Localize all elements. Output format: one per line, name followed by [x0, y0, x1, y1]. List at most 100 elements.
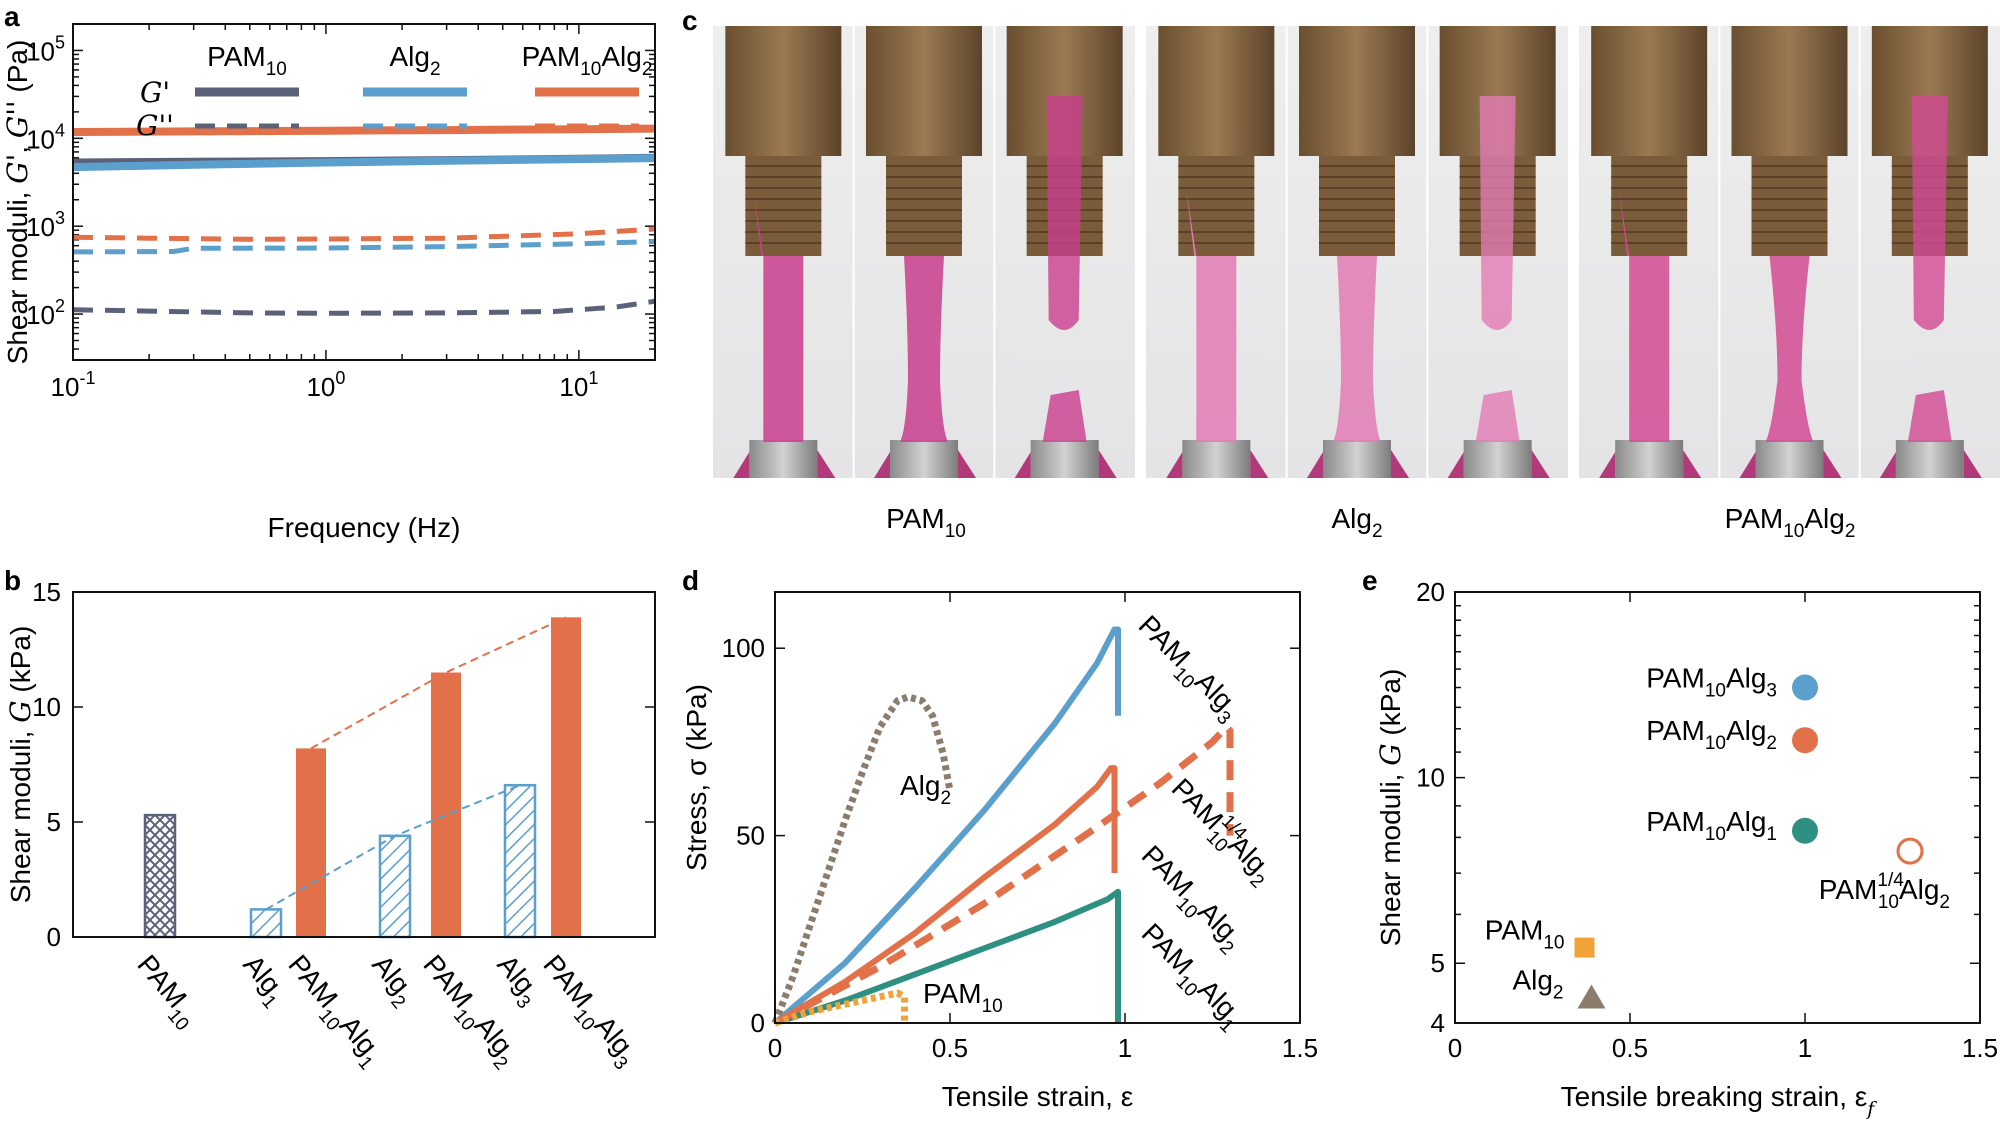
bar-3: [378, 834, 412, 939]
x-tick-label: 10-1: [51, 368, 96, 402]
x-tick-label: 0: [1448, 1033, 1462, 1063]
photo-frame: [1158, 26, 1275, 478]
panel-c-photographs: PAM10 Alg2 PAM10Alg2: [713, 26, 2000, 542]
y-tick-label: 104: [26, 120, 65, 154]
point-label-3: PAM1/4 10Alg2: [1819, 870, 1950, 913]
photo-frame: [852, 26, 982, 478]
y-tick-label: 10: [32, 692, 61, 722]
series-line-3: [73, 298, 655, 316]
y-tick-label: 0: [47, 922, 61, 952]
photo-frame: [1718, 26, 1848, 478]
photo-label-0: PAM10: [886, 503, 966, 542]
bar-4: [431, 672, 461, 937]
curve-label-4: Alg2: [900, 770, 951, 809]
panel-letter-b: b: [4, 565, 21, 596]
curve-label-3: PAM10Alg1: [1130, 917, 1250, 1037]
photo-frame: [1285, 26, 1415, 478]
legend-header-0: PAM10: [207, 41, 287, 80]
photo-frame: [725, 26, 842, 478]
x-tick-label: 0.5: [932, 1033, 968, 1063]
panel-letter-c: c: [682, 5, 698, 36]
y-axis-label: Shear moduli, G (kPa): [1374, 669, 1407, 947]
x-tick-label: 0.5: [1612, 1033, 1648, 1063]
curve-label-5: PAM10: [923, 978, 1003, 1017]
photo-label-1: Alg2: [1331, 503, 1382, 542]
x-tick-label: 1.5: [1962, 1033, 1998, 1063]
panel-e-scatter-chart: 0 0.5 1 1.5 4 5 10 20 Tensile breaking strain, ε…: [1374, 577, 1998, 1120]
x-tick-label: 100: [306, 368, 345, 402]
panel-d-axes-frame: [774, 591, 1301, 1024]
panel-letter-a: a: [4, 1, 20, 32]
y-axis-label: Shear moduli, G', G'' (Pa): [1, 40, 34, 365]
x-axis-label: Frequency (Hz): [268, 512, 461, 543]
category-label-3: Alg2: [360, 949, 423, 1013]
curve-4: [771, 693, 954, 1025]
photo-frame: [1858, 26, 1988, 478]
scatter-point-0: [1792, 674, 1818, 701]
category-label-0: PAM10: [125, 949, 206, 1035]
y-axis-label: Shear moduli, G (kPa): [4, 626, 37, 904]
scatter-point-3: [1896, 837, 1924, 865]
scatter-point-4: [1574, 937, 1595, 958]
photo-frame: [1426, 26, 1556, 478]
panel-a-rheology-chart: 10-1 100 101 102 103 104 105 Frequency (Hz) Shea…: [1, 23, 656, 543]
y-tick-label: 103: [26, 208, 65, 242]
curve-0: [773, 626, 1121, 1026]
y-tick-label: 20: [1416, 577, 1445, 607]
y-tick-label: 15: [32, 577, 61, 607]
y-tick-label: 5: [1431, 948, 1445, 978]
curve-1: [773, 765, 1118, 1026]
y-tick-label: 105: [26, 32, 65, 66]
bar-2: [296, 748, 326, 937]
x-axis-label: Tensile breaking strain, εf: [1561, 1081, 1878, 1120]
panel-e-axes-frame: [1454, 591, 1981, 1024]
point-label-0: PAM10Alg3: [1646, 663, 1777, 702]
panel-letter-e: e: [1362, 565, 1378, 596]
x-tick-label: 101: [559, 368, 598, 402]
x-tick-label: 0: [768, 1033, 782, 1063]
curve-5: [773, 989, 908, 1027]
bar-5: [503, 783, 537, 939]
series-line-1: [73, 154, 655, 172]
series-line-5: [73, 226, 655, 242]
bar-1: [249, 908, 283, 939]
y-tick-label: 4: [1431, 1008, 1445, 1038]
y-tick-label: 10: [1416, 763, 1445, 793]
y-tick-label: 5: [47, 807, 61, 837]
point-label-2: PAM10Alg1: [1646, 806, 1777, 845]
scatter-point-1: [1792, 727, 1818, 754]
category-label-1: Alg1: [231, 949, 294, 1013]
x-tick-label: 1: [1798, 1033, 1812, 1063]
bar-0: [143, 813, 177, 939]
scatter-point-2: [1792, 817, 1818, 844]
panel-a-axes-frame: [72, 23, 656, 361]
y-tick-label: 0: [751, 1008, 765, 1038]
y-tick-label: 100: [722, 633, 765, 663]
panel-letter-d: d: [682, 565, 699, 596]
panel-b-axes-frame: [72, 591, 656, 938]
series-line-2: [73, 124, 655, 136]
y-tick-label: 102: [26, 296, 65, 330]
x-tick-label: 1: [1118, 1033, 1132, 1063]
x-tick-label: 1.5: [1282, 1033, 1318, 1063]
curve-label-0: PAM10Alg3: [1127, 609, 1247, 729]
y-tick-label: 50: [736, 821, 765, 851]
point-label-4: PAM10: [1485, 915, 1565, 954]
series-line-4: [73, 239, 655, 255]
x-axis-label: Tensile strain, ε: [942, 1081, 1133, 1112]
y-axis-label: Stress, σ (kPa): [681, 684, 712, 871]
panel-d-stress-strain-chart: 0 0.5 1 1.5 0 50 100 Tensile strain, ε Stress, σ…: [681, 591, 1318, 1112]
photo-frame: [1591, 26, 1708, 478]
scatter-point-5: [1577, 984, 1606, 1009]
photo-frame: [993, 26, 1123, 478]
legend-header-1: Alg2: [389, 41, 440, 80]
point-label-5: Alg2: [1512, 964, 1563, 1003]
bar-6: [551, 617, 581, 937]
category-label-5: Alg3: [485, 949, 548, 1013]
curve-2: [774, 888, 1121, 1026]
point-label-1: PAM10Alg2: [1646, 715, 1777, 754]
legend-row-label: G'': [136, 109, 174, 142]
category-label-6: PAM10Alg3: [531, 949, 645, 1074]
legend-header-2: PAM10Alg2: [522, 41, 653, 80]
